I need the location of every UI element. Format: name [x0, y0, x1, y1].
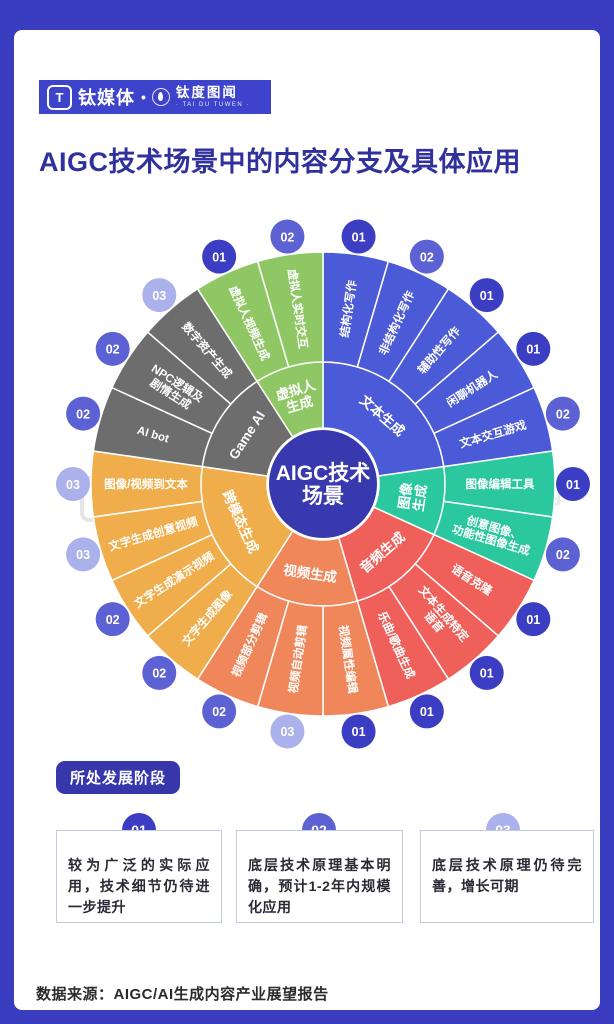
- outer-segment-label: 图像/视频到文本: [104, 477, 188, 491]
- chart-center-label: AIGC技术场景: [276, 462, 371, 508]
- stage-badge: [66, 537, 101, 572]
- stage-badge-label: 03: [280, 725, 294, 739]
- outer-segment: [256, 251, 324, 368]
- tmtpost-logo-icon: T: [47, 84, 72, 110]
- page-title: AIGC技术场景中的内容分支及具体应用: [39, 147, 521, 177]
- sub-brand-name: 钛度图闻: [175, 85, 238, 101]
- stage-badge-label: 02: [556, 407, 570, 421]
- stage-badge: [516, 331, 551, 366]
- stage-badge-label: 01: [420, 705, 434, 719]
- outer-segment-label: 图像编辑工具: [466, 477, 535, 491]
- stage-card-02: 底层技术原理基本明确，预计1-2年内规模化应用: [236, 830, 403, 923]
- brand-bar: T 钛媒体 • 钛度图闻 · TAI DU TUWEN ·: [39, 80, 271, 114]
- stage-badge: [56, 467, 90, 501]
- stage-badge: [142, 655, 177, 690]
- stage-badge-label: 02: [280, 230, 294, 244]
- stage-badge: [469, 655, 504, 690]
- inner-segment-label: 视频生成: [282, 562, 338, 586]
- stage-badge: [556, 467, 590, 501]
- stage-description: 底层技术原理仍待完善，增长可期: [432, 857, 582, 894]
- stage-badge-label: 02: [556, 548, 570, 562]
- stage-badge: [202, 239, 237, 274]
- stage-badge-label: 02: [212, 705, 226, 719]
- brand-separator: •: [141, 89, 146, 105]
- taidu-tuwen-logo-icon: [151, 88, 170, 106]
- stage-badge: [469, 278, 504, 313]
- stage-badge-label: 01: [352, 725, 366, 739]
- stage-badge-label: 01: [526, 613, 540, 627]
- stage-badge-label: 02: [106, 343, 120, 357]
- stage-badge-label: 01: [480, 667, 494, 681]
- stage-badge-label: 01: [352, 230, 366, 244]
- stage-badge: [270, 714, 305, 749]
- stage-badge-label: 02: [76, 407, 90, 421]
- stage-badge: [95, 602, 130, 637]
- stage-badge: [142, 278, 177, 313]
- stage-badge: [95, 331, 130, 366]
- stage-badge: [516, 602, 551, 637]
- stage-badge: [341, 714, 376, 749]
- stage-badge-label: 02: [420, 250, 434, 264]
- stage-badge: [341, 219, 376, 254]
- inner-segment-label: 图像生成: [395, 481, 429, 513]
- stage-badge: [202, 694, 237, 729]
- brand-name: 钛媒体: [78, 88, 135, 108]
- stage-description: 较为广泛的实际应用，技术细节仍待进一步提升: [68, 857, 210, 915]
- stage-badge-label: 03: [152, 289, 166, 303]
- stage-badge-label: 01: [480, 289, 494, 303]
- data-source: 数据来源：AIGC/AI生成内容产业展望报告: [36, 986, 329, 1003]
- stage-badge-label: 02: [106, 613, 120, 627]
- stage-badge-label: 01: [566, 478, 580, 492]
- stage-badge-label: 02: [152, 667, 166, 681]
- content-card: T 钛媒体 • 钛度图闻 · TAI DU TUWEN · AIGC技术场景中的…: [14, 30, 600, 1010]
- legend-title: 所处发展阶段: [56, 761, 181, 794]
- aigc-sunburst-chart: 结构化写作01非结构化写作02辅助性写作01闲聊机器人01文本交互游戏02文本生…: [56, 219, 590, 749]
- stage-badge-label: 01: [526, 343, 540, 357]
- stage-badge: [409, 694, 444, 729]
- stage-card-01: 较为广泛的实际应用，技术细节仍待进一步提升: [56, 830, 222, 923]
- stage-card-03: 底层技术原理仍待完善，增长可期: [420, 830, 594, 923]
- stage-badge: [545, 396, 580, 431]
- stage-description: 底层技术原理基本明确，预计1-2年内规模化应用: [248, 857, 391, 915]
- stage-badge: [545, 537, 580, 572]
- stage-badge-label: 01: [212, 250, 226, 264]
- stage-badge-label: 03: [76, 548, 90, 562]
- stage-badge: [270, 219, 305, 254]
- stage-badge: [66, 396, 101, 431]
- sub-brand-tagline: · TAI DU TUWEN ·: [175, 101, 250, 108]
- chart-center-circle: [267, 428, 379, 540]
- stage-badge: [409, 239, 444, 274]
- stage-badge-label: 03: [66, 478, 80, 492]
